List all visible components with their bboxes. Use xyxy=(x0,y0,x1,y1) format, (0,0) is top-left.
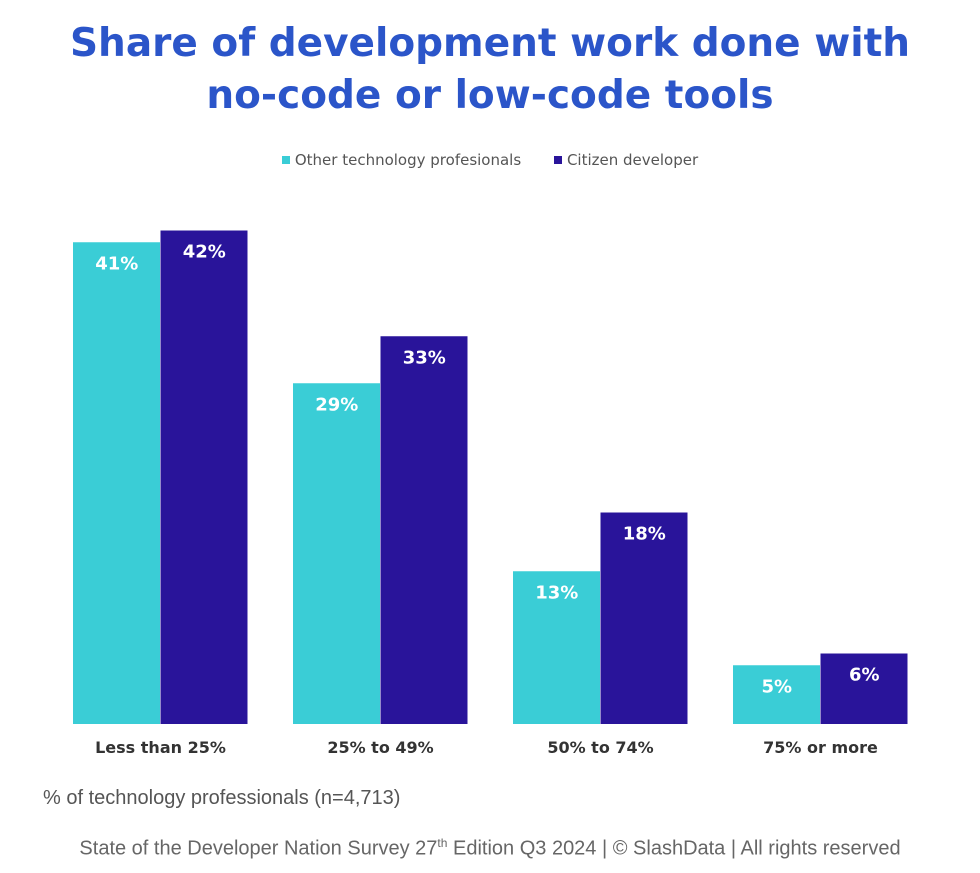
data-label: 5% xyxy=(761,676,792,697)
legend: Other technology profesionals Citizen de… xyxy=(0,151,980,169)
bar-citizen xyxy=(160,230,248,724)
title-line-1: Share of development work done with xyxy=(69,21,911,66)
bar-citizen xyxy=(380,336,468,724)
category-label: 25% to 49% xyxy=(327,738,433,757)
category-label: Less than 25% xyxy=(95,738,226,757)
bar-other xyxy=(73,242,160,724)
data-label: 6% xyxy=(849,665,880,686)
sample-note: % of technology professionals (n=4,713) xyxy=(43,787,401,809)
legend-item-citizen: Citizen developer xyxy=(553,151,699,169)
data-label: 29% xyxy=(315,394,358,415)
legend-item-other: Other technology profesionals xyxy=(281,151,522,169)
chart-title: Share of development work done with no-c… xyxy=(0,18,980,122)
bar-other xyxy=(513,571,600,724)
footer-text-2: Edition Q3 2024 | © SlashData | All righ… xyxy=(447,837,901,860)
category-label: 50% to 74% xyxy=(547,738,653,757)
category-label: 75% or more xyxy=(763,738,878,757)
bar-other xyxy=(733,665,820,724)
bar-citizen xyxy=(820,653,908,724)
legend-label: Other technology profesionals xyxy=(294,151,522,169)
title-line-2: no-code or low-code tools xyxy=(206,73,774,118)
footer-text: State of the Developer Nation Survey 27 xyxy=(79,837,438,860)
data-label: 13% xyxy=(535,582,578,603)
data-label: 42% xyxy=(183,242,226,263)
legend-swatch xyxy=(281,156,290,164)
data-label: 33% xyxy=(403,347,446,368)
bar-citizen xyxy=(600,512,688,724)
data-label: 18% xyxy=(623,524,666,545)
data-label: 41% xyxy=(95,253,138,274)
legend-swatch xyxy=(553,156,562,164)
bar-other xyxy=(293,383,380,724)
legend-label: Citizen developer xyxy=(566,151,699,169)
footer-sup: th xyxy=(437,836,448,850)
footer: State of the Developer Nation Survey 27t… xyxy=(0,836,980,861)
